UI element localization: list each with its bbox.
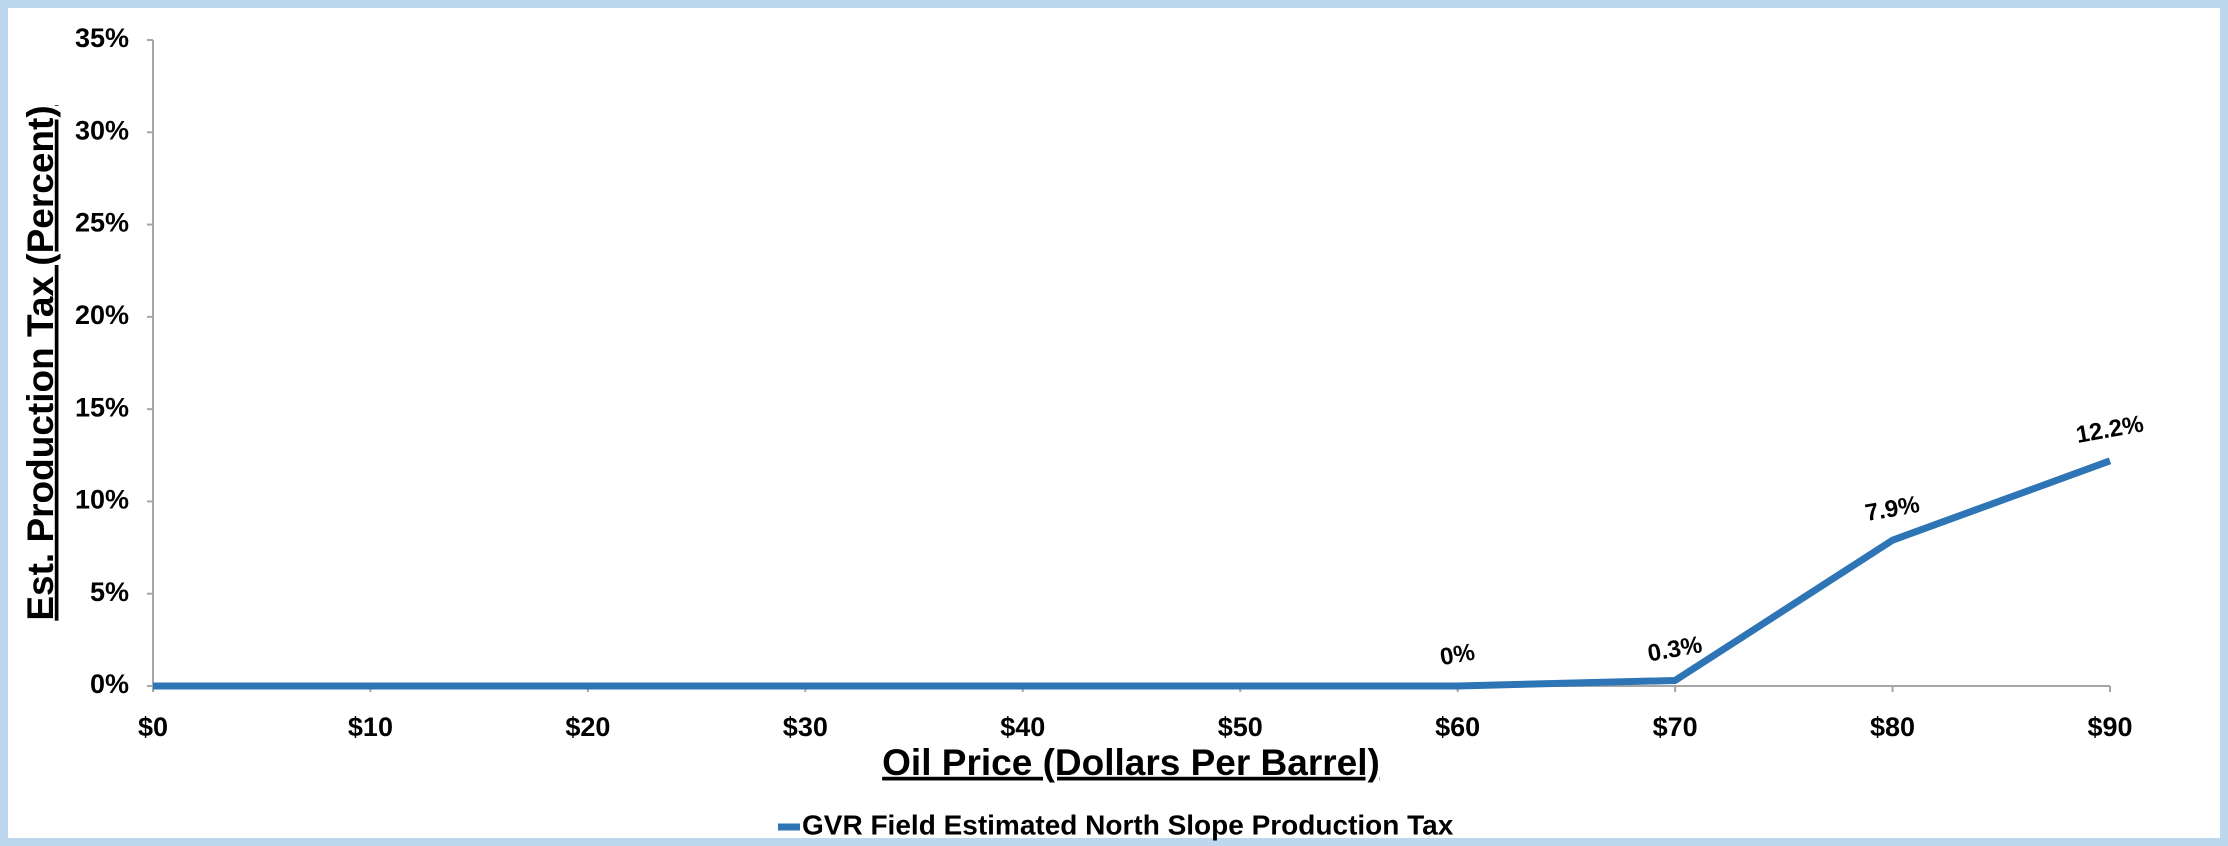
x-tick-label: $70 <box>1653 712 1698 742</box>
y-tick-label: 35% <box>75 23 129 53</box>
y-tick-label: 20% <box>75 300 129 330</box>
x-tick-label: $90 <box>2087 712 2132 742</box>
y-tick-label: 0% <box>90 669 129 699</box>
y-tick-label: 5% <box>90 577 129 607</box>
x-tick-label: $20 <box>565 712 610 742</box>
x-tick-label: $80 <box>1870 712 1915 742</box>
x-tick-label: $50 <box>1218 712 1263 742</box>
x-tick-label: $40 <box>1000 712 1045 742</box>
x-tick-label: $30 <box>783 712 828 742</box>
x-tick-label: $10 <box>348 712 393 742</box>
y-tick-label: 25% <box>75 208 129 238</box>
y-axis-title: Est. Production Tax (Percent) <box>20 105 61 620</box>
x-tick-label: $60 <box>1435 712 1480 742</box>
x-tick-label: $0 <box>138 712 168 742</box>
series-line <box>153 457 2112 690</box>
legend-label: GVR Field Estimated North Slope Producti… <box>802 809 1454 840</box>
data-label: 0% <box>1438 639 1477 672</box>
y-tick-label: 30% <box>75 115 129 145</box>
y-tick-label: 15% <box>75 392 129 422</box>
x-axis-title: Oil Price (Dollars Per Barrel) <box>882 742 1380 783</box>
y-tick-label: 10% <box>75 485 129 515</box>
